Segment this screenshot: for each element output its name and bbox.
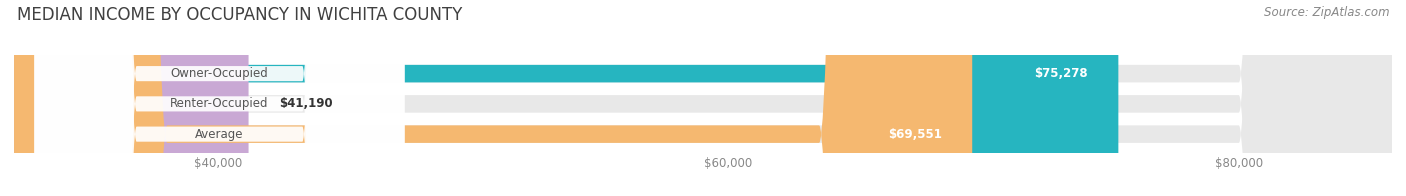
Text: MEDIAN INCOME BY OCCUPANCY IN WICHITA COUNTY: MEDIAN INCOME BY OCCUPANCY IN WICHITA CO… — [17, 6, 463, 24]
Text: $41,190: $41,190 — [280, 97, 333, 110]
Text: $69,551: $69,551 — [887, 128, 942, 141]
Text: Renter-Occupied: Renter-Occupied — [170, 97, 269, 110]
FancyBboxPatch shape — [14, 0, 249, 196]
FancyBboxPatch shape — [14, 0, 1392, 196]
Text: Source: ZipAtlas.com: Source: ZipAtlas.com — [1264, 6, 1389, 19]
FancyBboxPatch shape — [35, 0, 405, 196]
FancyBboxPatch shape — [14, 0, 1392, 196]
Text: Owner-Occupied: Owner-Occupied — [170, 67, 269, 80]
FancyBboxPatch shape — [35, 0, 405, 196]
FancyBboxPatch shape — [14, 0, 972, 196]
FancyBboxPatch shape — [35, 0, 405, 196]
FancyBboxPatch shape — [14, 0, 1392, 196]
Text: $75,278: $75,278 — [1033, 67, 1088, 80]
FancyBboxPatch shape — [14, 0, 1118, 196]
Text: Average: Average — [195, 128, 243, 141]
